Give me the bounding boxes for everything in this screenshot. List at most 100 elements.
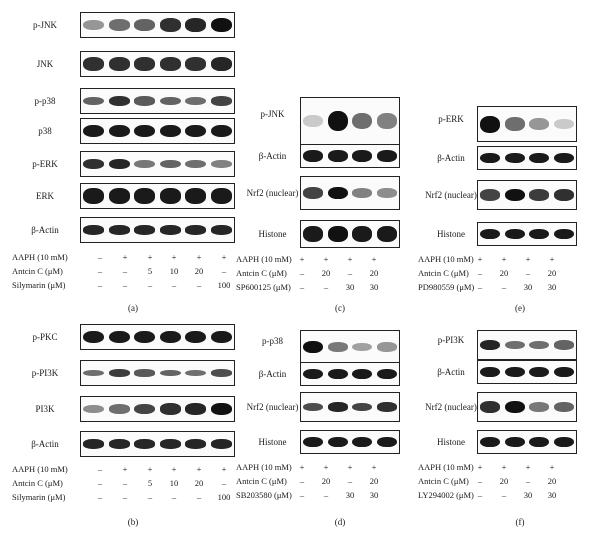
- row-label: p-JNK: [260, 109, 285, 119]
- condition-label: AAPH (10 mM): [12, 252, 68, 262]
- blot-band: [504, 152, 525, 164]
- blot-band: [376, 342, 397, 352]
- blot-band: [83, 369, 105, 377]
- blot-row: JNK: [15, 51, 240, 77]
- row-label: Histone: [258, 229, 287, 239]
- row-label: p-PI3K: [31, 368, 59, 378]
- blot-band: [83, 330, 105, 344]
- row-label: Histone: [437, 437, 465, 447]
- blot-strip: [477, 106, 577, 142]
- condition-value: +: [477, 254, 483, 264]
- blot-band: [159, 403, 181, 415]
- condition-value: +: [371, 462, 377, 472]
- condition-value: 20: [369, 476, 379, 486]
- condition-value: –: [477, 268, 483, 278]
- condition-label: AAPH (10 mM): [236, 254, 292, 264]
- row-label: JNK: [36, 59, 54, 69]
- condition-label: AAPH (10 mM): [418, 462, 474, 472]
- blot-band: [504, 366, 525, 378]
- condition-label: SB203580 (μM): [236, 490, 292, 500]
- condition-value: +: [171, 464, 177, 474]
- blot-band: [352, 436, 373, 448]
- blot-strip: [477, 392, 577, 422]
- blot-strip: [80, 12, 235, 38]
- row-label: p38: [38, 126, 52, 136]
- blot-band: [134, 19, 156, 31]
- condition-label: Silymarin (μM): [12, 280, 66, 290]
- blot-strip: [80, 183, 235, 209]
- blot-row: p-ERK: [15, 151, 240, 177]
- blot-band: [529, 436, 550, 448]
- row-label: p-p38: [34, 96, 56, 106]
- blot-strip: [300, 430, 400, 454]
- condition-value: –: [525, 476, 531, 486]
- blot-band: [352, 150, 373, 162]
- blot-band: [210, 439, 232, 449]
- blot-strip: [477, 222, 577, 246]
- blot-band: [303, 150, 324, 162]
- blot-band: [185, 96, 207, 106]
- condition-value: +: [549, 462, 555, 472]
- condition-value: –: [299, 476, 305, 486]
- blot-band: [303, 340, 324, 354]
- condition-value: 20: [194, 478, 204, 488]
- blot-strip: [80, 118, 235, 144]
- row-label: Nrf2 (nuclear): [425, 190, 477, 200]
- condition-value: –: [122, 280, 128, 290]
- condition-value: 20: [321, 268, 331, 278]
- blot-band: [108, 369, 130, 377]
- blot-band: [210, 369, 232, 377]
- blot-row: Histone: [425, 430, 585, 454]
- blot-row: β-Actin: [15, 217, 240, 243]
- blot-strip: [300, 362, 400, 386]
- condition-label: Antcin C (μM): [12, 266, 63, 276]
- condition-value: 20: [194, 266, 204, 276]
- condition-value: –: [97, 266, 103, 276]
- blot-band: [210, 57, 232, 71]
- blot-band: [83, 124, 105, 138]
- condition-row: AAPH (10 mM) + + + +: [418, 462, 588, 474]
- blot-band: [159, 330, 181, 344]
- blot-band: [327, 436, 348, 448]
- blot-band: [134, 369, 156, 377]
- condition-value: +: [221, 252, 227, 262]
- row-label: ERK: [36, 191, 54, 201]
- row-label: β-Actin: [31, 225, 59, 235]
- blot-band: [504, 400, 525, 414]
- condition-value: –: [323, 490, 329, 500]
- condition-value: –: [299, 268, 305, 278]
- blot-band: [134, 330, 156, 344]
- blot-band: [480, 228, 501, 240]
- condition-row: AAPH (10 mM) + + + +: [236, 462, 406, 474]
- condition-value: –: [122, 478, 128, 488]
- condition-value: +: [221, 464, 227, 474]
- row-label: β-Actin: [437, 367, 465, 377]
- condition-value: –: [525, 268, 531, 278]
- blot-row: p-PKC: [15, 324, 240, 350]
- blot-band: [185, 188, 207, 204]
- blot-row: Nrf2 (nuclear): [425, 180, 585, 210]
- condition-value: +: [122, 464, 128, 474]
- condition-value: +: [323, 254, 329, 264]
- blot-band: [83, 188, 105, 204]
- blot-band: [134, 159, 156, 169]
- blot-band: [210, 17, 232, 33]
- blot-band: [303, 368, 324, 380]
- blot-band: [376, 226, 397, 242]
- blot-band: [376, 436, 397, 448]
- panel-letter: (c): [335, 303, 345, 313]
- blot-band: [553, 366, 574, 378]
- blot-band: [210, 188, 232, 204]
- blot-strip: [80, 217, 235, 243]
- condition-value: 5: [147, 266, 153, 276]
- condition-value: –: [97, 464, 103, 474]
- condition-row: Silymarin (μM) – – – – – 100: [12, 280, 240, 292]
- blot-band: [185, 330, 207, 344]
- condition-value: –: [171, 280, 177, 290]
- row-label: β-Actin: [437, 153, 465, 163]
- blot-band: [210, 159, 232, 169]
- blot-row: p-JNK: [245, 97, 405, 145]
- blot-band: [185, 159, 207, 169]
- condition-value: +: [299, 462, 305, 472]
- blot-band: [480, 115, 501, 133]
